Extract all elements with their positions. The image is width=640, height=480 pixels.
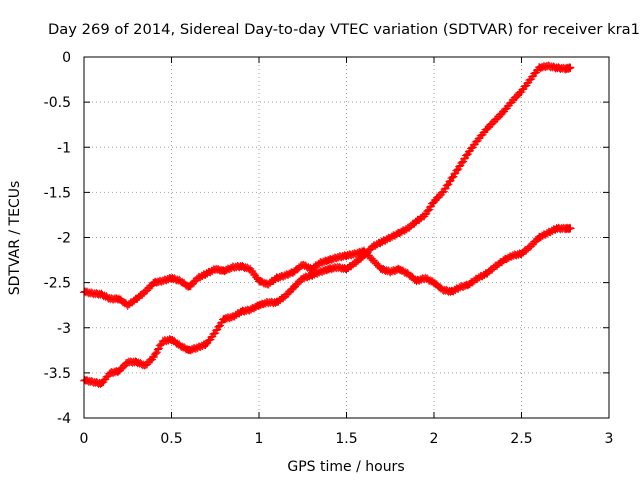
- data-point-marker: [565, 64, 574, 73]
- data-point-marker: [423, 207, 432, 216]
- series-upper-start: [80, 223, 575, 310]
- x-tick-label: 2: [430, 431, 439, 447]
- data-point-marker: [450, 169, 459, 178]
- data-point-marker: [565, 63, 574, 72]
- y-tick-label: -4: [57, 411, 71, 427]
- data-point-marker: [453, 165, 462, 174]
- y-tick-label: -2: [57, 231, 71, 247]
- data-point-marker: [457, 159, 466, 168]
- x-axis-label: GPS time / hours: [287, 459, 404, 475]
- tick-labels: 0 0.5 1 1.5 2 2.5 3 0 -0.5 -1 -1.5 -2 -2.5 -3 -3.5 -4: [44, 50, 614, 447]
- y-tick-label: -3.5: [44, 366, 71, 382]
- data-point-marker: [458, 158, 467, 167]
- data-point-marker: [153, 345, 162, 354]
- data-point-marker: [151, 349, 160, 358]
- y-tick-label: -3: [57, 321, 71, 337]
- data-series: [80, 61, 575, 388]
- data-point-marker: [424, 206, 433, 215]
- data-point-marker: [443, 180, 452, 189]
- y-axis-label: SDTVAR / TECUs: [7, 181, 23, 296]
- data-point-marker: [440, 185, 449, 194]
- data-point-marker: [442, 181, 451, 190]
- data-point-marker: [452, 166, 461, 175]
- axis-ticks: [83, 56, 610, 419]
- x-tick-label: 2.5: [510, 431, 532, 447]
- data-point-marker: [201, 341, 210, 350]
- x-tick-label: 1.5: [335, 431, 357, 447]
- data-point-marker: [438, 188, 447, 197]
- data-point-marker: [215, 322, 224, 331]
- data-point-marker: [565, 223, 574, 232]
- data-point-marker: [248, 266, 257, 275]
- data-point-marker: [426, 203, 435, 212]
- data-point-marker: [455, 162, 464, 171]
- grid-lines: [84, 57, 609, 418]
- data-point-marker: [566, 224, 575, 233]
- data-point-marker: [448, 173, 457, 182]
- data-point-marker: [421, 210, 430, 219]
- x-tick-label: 0: [80, 431, 89, 447]
- data-point-marker: [445, 177, 454, 186]
- y-tick-label: -0.5: [44, 95, 71, 111]
- y-tick-label: -1: [57, 140, 71, 156]
- x-tick-label: 3: [605, 431, 614, 447]
- y-tick-label: -2.5: [44, 276, 71, 292]
- data-point-marker: [462, 151, 471, 160]
- data-point-marker: [460, 154, 469, 163]
- data-point-marker: [217, 318, 226, 327]
- data-point-marker: [447, 174, 456, 183]
- x-tick-label: 1: [255, 431, 264, 447]
- y-tick-label: -1.5: [44, 185, 71, 201]
- data-point-marker: [150, 350, 159, 359]
- y-tick-label: 0: [62, 50, 71, 66]
- data-point-marker: [214, 323, 223, 332]
- series-lower-start: [80, 61, 575, 388]
- data-point-marker: [212, 326, 221, 335]
- data-point-marker: [155, 341, 164, 350]
- chart-title: Day 269 of 2014, Sidereal Day-to-day VTE…: [48, 22, 640, 38]
- data-point-marker: [566, 63, 575, 72]
- x-tick-label: 0.5: [160, 431, 182, 447]
